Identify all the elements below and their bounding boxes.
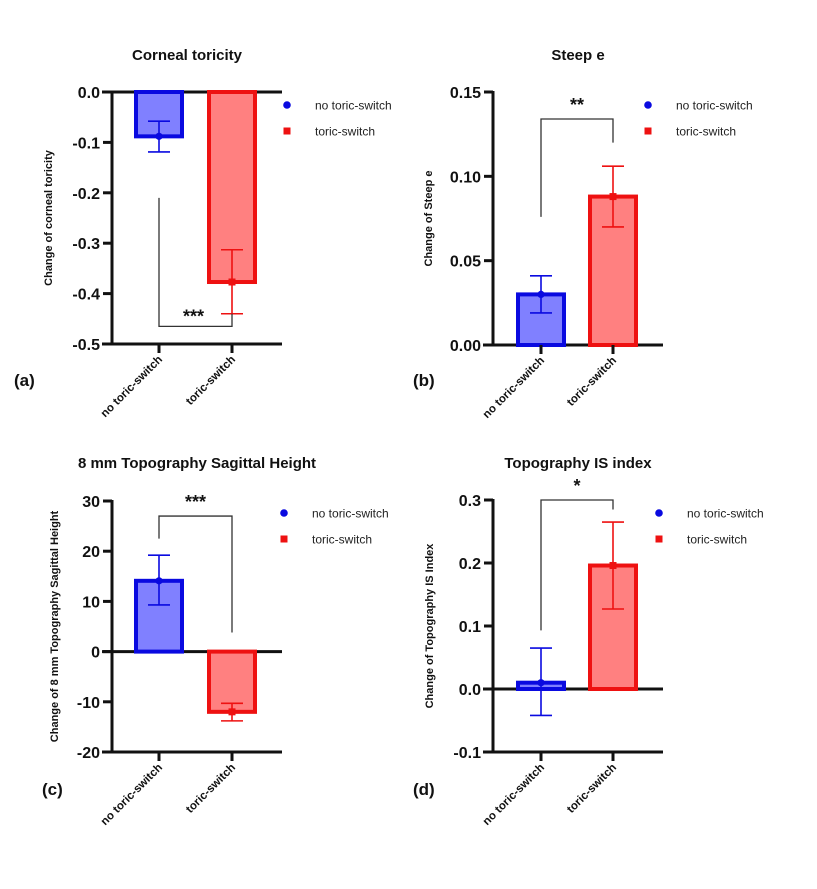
mean-point xyxy=(155,577,163,585)
significance-bracket xyxy=(158,197,233,328)
significance-bracket xyxy=(158,515,233,633)
legend-marker-square xyxy=(655,535,663,543)
x-tick-label: no toric-switch xyxy=(481,355,547,421)
mean-point xyxy=(537,679,545,687)
y-tick-label: -0.2 xyxy=(72,186,100,203)
mean-point xyxy=(609,562,617,570)
significance-stars: ** xyxy=(570,95,584,115)
y-tick-label: 10 xyxy=(82,594,100,611)
y-axis-label: Change of corneal toricity xyxy=(43,149,55,286)
x-tick-label: toric-switch xyxy=(184,762,238,816)
legend-label: no toric-switch xyxy=(676,99,753,113)
x-tick-label: no toric-switch xyxy=(99,354,165,420)
y-tick-label: -0.1 xyxy=(453,745,481,762)
y-tick-label: 0.3 xyxy=(459,493,481,510)
mean-point xyxy=(228,278,236,286)
y-tick-label: 0 xyxy=(91,645,100,662)
y-tick-label: 0.10 xyxy=(450,169,481,186)
chart-title: Steep e xyxy=(551,47,604,64)
x-tick-label: toric-switch xyxy=(565,762,619,816)
y-tick-label: 30 xyxy=(82,494,100,511)
y-tick-label: -0.4 xyxy=(72,287,100,304)
mean-point xyxy=(609,193,617,201)
chart-title: Topography IS index xyxy=(504,455,652,472)
chart-panel-c: 8 mm Topography Sagittal Height 30 20 10 0 -1… xyxy=(42,455,389,828)
legend-label: toric-switch xyxy=(315,125,375,139)
legend-label: toric-switch xyxy=(676,125,736,139)
x-tick-label: no toric-switch xyxy=(99,762,165,828)
y-tick-label: -0.5 xyxy=(72,337,100,354)
legend-marker-circle xyxy=(283,101,291,109)
panel-label: (a) xyxy=(14,371,35,390)
y-tick-label: 0.15 xyxy=(450,85,481,102)
significance-stars: *** xyxy=(185,492,206,512)
y-tick-label: -20 xyxy=(77,745,100,762)
y-axis-label: Change of Steep e xyxy=(423,171,435,267)
chart-title: Corneal toricity xyxy=(132,47,243,64)
legend-marker-circle xyxy=(644,101,652,109)
significance-stars: *** xyxy=(183,306,204,326)
legend-label: no toric-switch xyxy=(312,507,389,521)
legend-label: toric-switch xyxy=(687,533,747,547)
panel-label: (d) xyxy=(413,780,435,799)
legend-marker-square xyxy=(644,127,652,135)
legend-label: no toric-switch xyxy=(687,507,764,521)
legend-marker-circle xyxy=(280,509,288,517)
legend-label: toric-switch xyxy=(312,533,372,547)
significance-bracket xyxy=(540,499,614,631)
x-tick-label: no toric-switch xyxy=(481,762,547,828)
y-axis-label: Change of 8 mm Topography Sagittal Heigh… xyxy=(49,510,61,742)
y-tick-label: 0.05 xyxy=(450,254,481,271)
chart-title: 8 mm Topography Sagittal Height xyxy=(78,455,316,472)
y-tick-label: -10 xyxy=(77,695,100,712)
y-tick-label: 0.0 xyxy=(78,85,100,102)
y-tick-label: 0.0 xyxy=(459,682,481,699)
x-tick-label: toric-switch xyxy=(184,354,238,408)
legend-label: no toric-switch xyxy=(315,99,392,113)
legend-marker-square xyxy=(280,535,288,543)
y-tick-label: 20 xyxy=(82,544,100,561)
bar-toric-switch xyxy=(207,649,257,714)
significance-bracket xyxy=(540,118,614,217)
legend-marker-circle xyxy=(655,509,663,517)
y-tick-label: 0.2 xyxy=(459,556,481,573)
y-tick-label: -0.1 xyxy=(72,135,100,152)
panel-label: (b) xyxy=(413,371,435,390)
y-tick-label: -0.3 xyxy=(72,236,100,253)
x-tick-label: toric-switch xyxy=(565,355,619,409)
chart-panel-d: Topography IS index 0.3 0.2 0.1 0.0 -0.1 Chang… xyxy=(413,455,764,828)
y-tick-label: 0.00 xyxy=(450,338,481,355)
significance-stars: * xyxy=(573,476,580,496)
y-axis-label: Change of Topography IS Index xyxy=(424,543,436,709)
mean-point xyxy=(155,132,163,140)
y-tick-label: 0.1 xyxy=(459,619,481,636)
legend-marker-square xyxy=(283,127,291,135)
mean-point xyxy=(228,708,236,716)
mean-point xyxy=(537,290,545,298)
chart-panel-b: Steep e 0.00 0.05 0.10 0.15 Change of Steep e… xyxy=(413,47,753,421)
chart-panel-a: Corneal toricity 0.0 -0.1 -0.2 -0.3 -0.4 -0.5 C… xyxy=(14,47,392,420)
panel-label: (c) xyxy=(42,780,63,799)
